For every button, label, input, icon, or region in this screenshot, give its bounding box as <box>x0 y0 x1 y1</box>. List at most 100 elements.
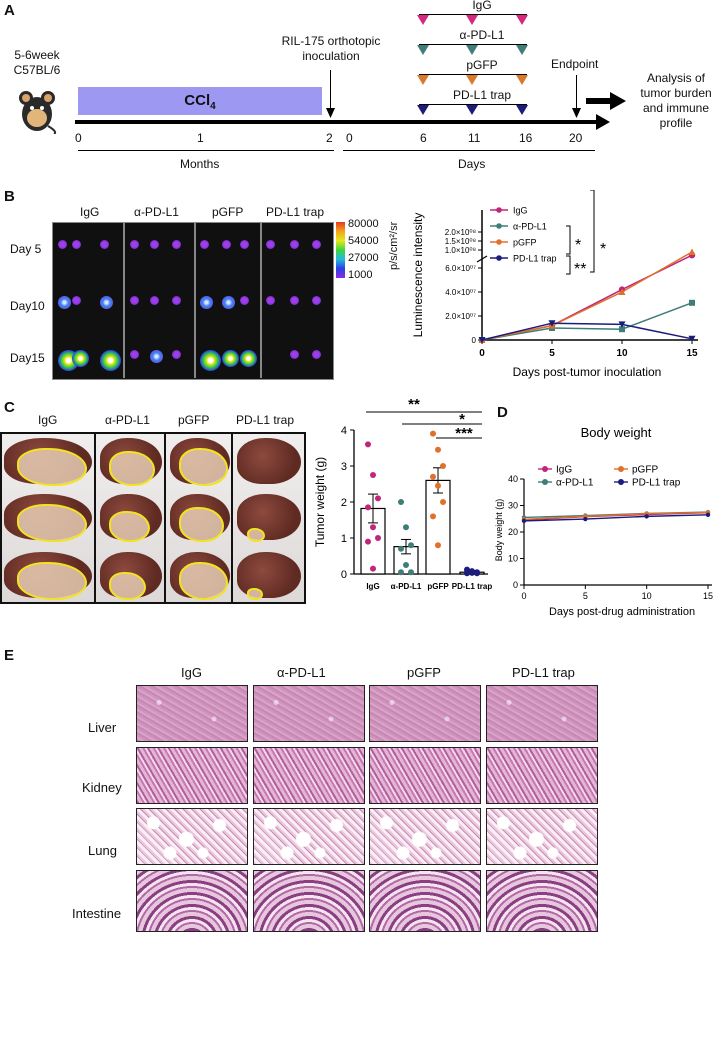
y-tick-label: 30 <box>508 501 518 511</box>
ivis-signal-spot <box>222 240 231 249</box>
y-tick-label: 10 <box>508 554 518 564</box>
ivis-signal-spot <box>150 296 159 305</box>
treatment-label: pGFP <box>466 58 498 72</box>
y-tick-label: 4 <box>341 425 347 437</box>
photo-col-igg: IgG <box>38 413 58 427</box>
he-tissue-image <box>369 808 481 865</box>
data-point <box>619 326 625 333</box>
sig-bracket <box>566 225 571 255</box>
analysis-line3: and immune <box>642 101 710 115</box>
ivis-signal-spot <box>100 296 113 309</box>
data-point <box>408 569 414 576</box>
tumor-outline <box>246 527 265 542</box>
inoculation-label: RIL-175 orthotopic inoculation <box>246 34 416 64</box>
data-point <box>469 569 475 576</box>
data-point <box>521 518 527 524</box>
ivis-signal-spot <box>200 350 221 371</box>
x-tick-label: 5 <box>549 348 555 359</box>
dose-marker-icon <box>516 45 528 55</box>
scale-unit: p/s/cm²/sr <box>388 221 400 270</box>
endpoint-label: Endpoint <box>551 57 599 71</box>
he-col-igg: IgG <box>181 665 202 680</box>
category-label: PD-L1 trap <box>452 582 492 591</box>
x-axis-label: Days post-tumor inoculation <box>513 365 662 379</box>
legend-marker <box>618 479 624 485</box>
tumor-outline <box>179 507 224 542</box>
legend-label: IgG <box>556 465 572 476</box>
endpoint-arrow-icon <box>572 108 581 118</box>
y-tick-label: 6.0×10⁰⁷ <box>445 264 476 273</box>
he-tissue-image <box>486 747 598 804</box>
data-point <box>440 463 446 469</box>
inoculation-arrow-shaft <box>330 70 331 110</box>
panel-label-b: B <box>4 188 15 205</box>
panel-label-d: D <box>497 404 508 421</box>
series-line <box>481 322 693 341</box>
sig-bracket <box>590 190 595 273</box>
x-tick-label: 10 <box>616 348 628 359</box>
data-point <box>370 472 376 478</box>
data-point <box>548 320 556 327</box>
analysis-line4: profile <box>659 116 693 130</box>
month-tick-1: 1 <box>197 131 204 145</box>
photo-col-trap: PD-L1 trap <box>236 413 295 427</box>
data-point <box>464 570 470 577</box>
liver-specimen <box>237 438 301 484</box>
series-line <box>523 514 709 522</box>
month-tick-0: 0 <box>75 131 82 145</box>
legend-marker <box>496 239 502 245</box>
y-tick-label: 40 <box>508 474 518 484</box>
y-axis-label: Tumor weight (g) <box>313 457 327 547</box>
ivis-col-apdl1: α-PD-L1 <box>134 205 179 219</box>
tumor-outline <box>179 448 228 486</box>
timeline-axis <box>75 120 600 124</box>
ivis-signal-spot <box>222 350 239 367</box>
photo-divider-2 <box>96 432 166 604</box>
ivis-signal-spot <box>72 240 81 249</box>
day-tick-0: 0 <box>346 131 353 145</box>
data-point <box>375 535 381 541</box>
dose-triangle <box>516 75 528 85</box>
days-bracket <box>343 150 595 151</box>
ivis-col-pgfp: pGFP <box>212 205 244 219</box>
dose-marker-icon <box>466 15 478 25</box>
ivis-signal-spot <box>266 240 275 249</box>
ivis-signal-spot <box>312 240 321 249</box>
legend-label: pGFP <box>513 238 537 248</box>
treatment-line <box>419 104 527 105</box>
ivis-signal-spot <box>150 240 159 249</box>
he-tissue-image <box>369 747 481 804</box>
ivis-signal-spot <box>172 240 181 249</box>
legend-label: α-PD-L1 <box>556 478 594 489</box>
data-point <box>365 504 371 511</box>
y-tick-label: 2.0×10⁰⁷ <box>445 312 476 321</box>
data-point <box>408 542 414 549</box>
bar <box>425 479 451 575</box>
treatment-label: α-PD-L1 <box>459 28 505 42</box>
data-point <box>403 562 409 568</box>
dose-marker-icon <box>417 105 429 115</box>
timeline-arrowhead-icon <box>596 114 610 130</box>
he-tissue-image <box>369 870 481 932</box>
mouse-strain-line2: C57BL/6 <box>13 63 61 77</box>
he-tissue-image <box>486 685 598 742</box>
scale-27000: 27000 <box>348 252 379 264</box>
x-tick-label: 0 <box>521 591 526 601</box>
data-point <box>430 513 436 520</box>
tumor-outline <box>17 448 88 486</box>
dose-triangle <box>516 15 528 25</box>
he-tissue-image <box>253 808 365 865</box>
ivis-divider-1 <box>123 222 125 378</box>
ccl4-text: CCl <box>184 92 211 109</box>
photo-divider-1 <box>0 432 96 604</box>
analysis-label: Analysis of tumor burden and immune prof… <box>626 71 726 131</box>
he-col-pgfp: pGFP <box>407 665 441 680</box>
chart-title: Body weight <box>581 425 652 440</box>
dose-triangle <box>466 15 478 25</box>
ivis-divider-3 <box>260 222 262 378</box>
x-tick-label: 5 <box>583 591 588 601</box>
scale-80000: 80000 <box>348 218 379 230</box>
data-point <box>440 499 446 505</box>
he-col-trap: PD-L1 trap <box>512 665 575 680</box>
day-tick-6: 6 <box>420 131 427 145</box>
